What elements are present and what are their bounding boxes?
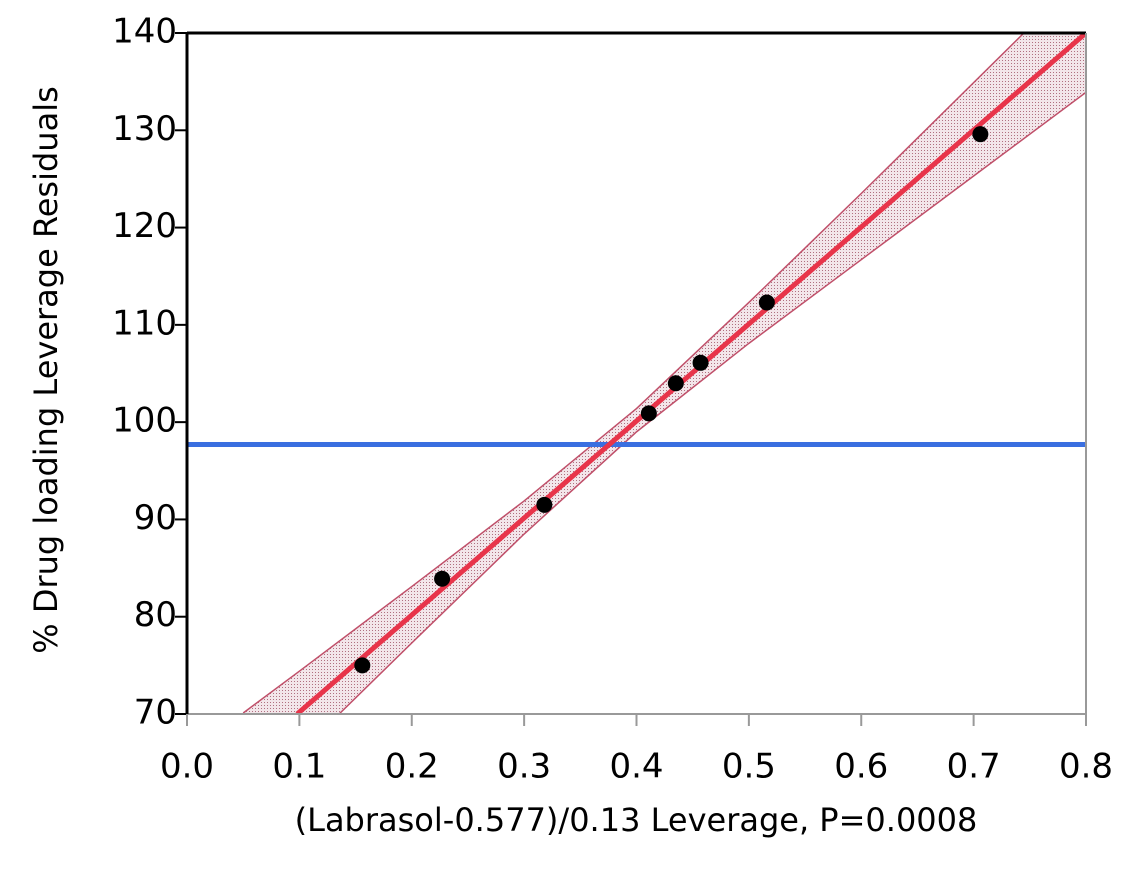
y-tick-label: 90 bbox=[134, 498, 177, 538]
fit-line bbox=[295, 33, 1086, 714]
y-tick-label: 80 bbox=[134, 595, 177, 635]
band-edge-upper bbox=[242, 33, 1025, 714]
x-tick-label: 0.6 bbox=[834, 747, 888, 787]
y-tick-label: 110 bbox=[112, 303, 177, 343]
point bbox=[354, 657, 371, 674]
x-tick-label: 0.0 bbox=[160, 747, 214, 787]
x-tick-label: 0.5 bbox=[722, 747, 776, 787]
x-tick-label: 0.7 bbox=[947, 747, 1001, 787]
point bbox=[536, 496, 553, 513]
y-axis-title: % Drug loading Leverage Residuals bbox=[27, 86, 65, 654]
point bbox=[667, 375, 684, 392]
y-tick-label: 130 bbox=[112, 109, 177, 149]
x-axis-title: (Labrasol-0.577)/0.13 Leverage, P=0.0008 bbox=[295, 801, 978, 839]
confidence-band bbox=[243, 33, 1086, 714]
point bbox=[640, 405, 657, 422]
point bbox=[692, 354, 709, 371]
x-tick-label: 0.8 bbox=[1059, 747, 1113, 787]
y-tick-label: 100 bbox=[112, 401, 177, 441]
y-tick-label: 140 bbox=[112, 12, 177, 52]
point bbox=[972, 126, 989, 143]
x-tick-label: 0.1 bbox=[272, 747, 326, 787]
x-tick-label: 0.2 bbox=[385, 747, 439, 787]
point bbox=[758, 294, 775, 311]
point bbox=[434, 570, 451, 587]
band-edge-lower bbox=[338, 91, 1086, 714]
y-tick-label: 120 bbox=[112, 206, 177, 246]
x-tick-label: 0.4 bbox=[609, 747, 663, 787]
y-tick-label: 70 bbox=[134, 693, 177, 733]
x-tick-label: 0.3 bbox=[497, 747, 551, 787]
plot-content bbox=[187, 33, 1086, 714]
